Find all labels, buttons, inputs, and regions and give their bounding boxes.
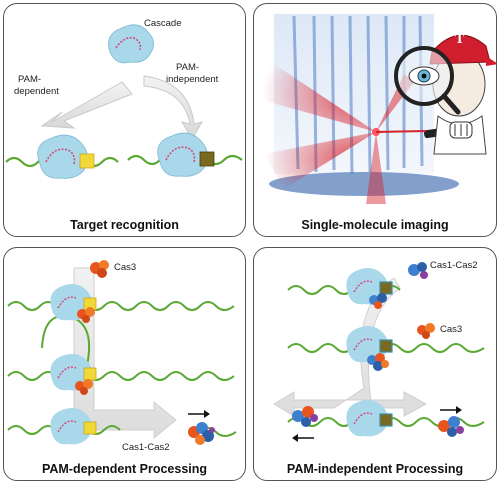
processing-flow-arrow-2 [273, 277, 428, 417]
pam-independent-box-row1 [379, 281, 393, 295]
pam-independent-label-line2: independent [166, 74, 219, 85]
cas3-bound-row1-icon [77, 307, 95, 323]
caption-target-recognition: Target recognition [70, 218, 179, 232]
cas1-cas2-complex-icon [408, 262, 428, 279]
cascade-label: Cascade [144, 18, 182, 29]
cas1-cas2-cas3-bound-row2-icon [367, 353, 389, 371]
laser-ray-down [366, 132, 386, 204]
panel-pam-dependent-processing: Cas3 Cas1-Cas2 PAM-dependent Processing [3, 247, 246, 481]
flow-cell-pool [269, 172, 459, 196]
cas-complex-right-icon [438, 416, 464, 437]
cascade-bound-row1-icon [346, 268, 388, 305]
pam-dependent-box-icon [79, 153, 95, 169]
pam-independent-box-row3 [379, 413, 393, 427]
cap-letter: T [455, 32, 465, 47]
cas3-bound-row2-icon [75, 379, 93, 395]
laser-ray-upper [262, 56, 376, 132]
single-molecule-illustration [262, 14, 496, 204]
cas1-cas2-bound-row1-icon [369, 293, 387, 309]
pam-independent-processing-illustration [273, 262, 485, 442]
cascade-bound-row3-icon [50, 408, 92, 445]
direction-arrow-left-icon [292, 434, 314, 442]
caption-pam-independent-processing: PAM-independent Processing [286, 462, 464, 476]
cas3-label: Cas3 [440, 324, 463, 335]
direction-arrow-icon [188, 410, 210, 418]
pam-independent-box-row2 [379, 339, 393, 353]
cas1-cas2-complex-icon [188, 422, 215, 445]
pam-dependent-box-row3 [83, 421, 97, 435]
dna-row-1 [7, 301, 235, 311]
target-recognition-illustration [5, 24, 243, 179]
magnifier-icon [394, 46, 461, 115]
cas-complex-left-icon [292, 406, 318, 427]
pam-dependent-label-line1: PAM- [18, 74, 42, 85]
cascade-complex-icon [108, 24, 154, 64]
pam-dependent-arrow [40, 81, 133, 129]
dna-row-2 [7, 371, 235, 381]
panel-single-molecule-imaging: T Single-molecule imaging [253, 3, 497, 237]
cascade-bound-row2-icon [346, 326, 388, 363]
cascade-bound-row3-icon [346, 400, 388, 437]
hand-icon [449, 121, 473, 139]
cas3-protein-icon [90, 260, 109, 278]
cas1-cas2-label: Cas1-Cas2 [122, 442, 170, 453]
pam-dependent-processing-illustration [7, 260, 237, 445]
caption-single-molecule-imaging: Single-molecule imaging [301, 218, 449, 232]
pam-independent-arrow [143, 75, 204, 140]
panel-target-recognition: Cascade PAM- dependent PAM- independent … [3, 3, 246, 237]
direction-arrow-right-icon [440, 406, 462, 414]
cas3-label: Cas3 [114, 262, 137, 273]
pam-independent-box-icon [199, 151, 215, 167]
pam-independent-label-line1: PAM- [176, 62, 200, 73]
cas3-protein-icon [417, 323, 435, 339]
cas1-cas2-label: Cas1-Cas2 [430, 260, 478, 271]
pam-dependent-box-row2 [83, 367, 97, 381]
pam-dependent-label-line2: dependent [14, 86, 59, 97]
caption-pam-dependent-processing: PAM-dependent Processing [41, 462, 208, 476]
laser-ray-lower [264, 132, 376, 189]
panel-pam-independent-processing: Cas1-Cas2 Cas3 PAM-independent Processin… [253, 247, 497, 481]
